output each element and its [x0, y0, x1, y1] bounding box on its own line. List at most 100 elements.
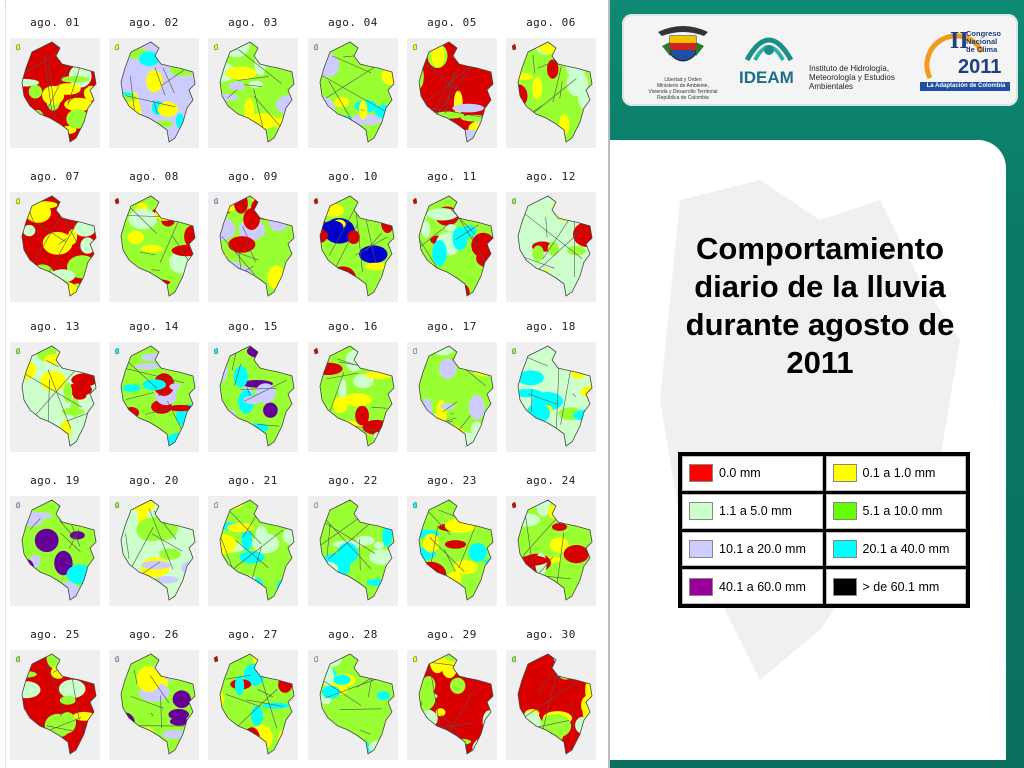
map-image	[109, 192, 199, 302]
colombia-map-icon	[213, 499, 295, 601]
colombia-map-icon	[511, 195, 593, 297]
coat-of-arms-icon	[658, 26, 708, 62]
colombia-map-icon	[213, 345, 295, 447]
colombia-map-icon	[114, 41, 196, 143]
colombia-map-icon	[313, 345, 395, 447]
map-image	[308, 192, 398, 302]
logo-strip: Libertad y Orden Ministerio de Ambiente,…	[622, 14, 1018, 106]
legend-item: 20.1 a 40.0 mm	[825, 531, 966, 567]
legend-swatch	[832, 539, 857, 558]
map-image	[407, 38, 497, 148]
congreso-text: Congreso Nacional de Clima	[966, 30, 1001, 54]
ideam-emblem-icon	[744, 37, 794, 62]
map-image	[308, 496, 398, 606]
colombia-map-icon	[213, 41, 295, 143]
map-date-label: ago. 04	[328, 16, 378, 29]
map-image	[10, 650, 100, 760]
congreso-roman: II	[950, 28, 969, 54]
map-date-label: ago. 24	[526, 474, 576, 487]
map-date-label: ago. 02	[129, 16, 179, 29]
legend-label: 0.0 mm	[719, 466, 761, 481]
divider	[5, 0, 7, 768]
legend-swatch	[832, 502, 857, 521]
map-image	[308, 38, 398, 148]
map-image	[10, 192, 100, 302]
legend-swatch	[689, 464, 713, 483]
content-card: Comportamiento diario de la lluvia duran…	[610, 140, 1006, 760]
map-image	[109, 342, 199, 452]
legend-swatch	[689, 502, 713, 521]
colombia-map-icon	[114, 653, 196, 755]
legend-swatch	[832, 464, 857, 483]
map-image	[308, 342, 398, 452]
colombia-map-icon	[313, 499, 395, 601]
map-date-label: ago. 20	[129, 474, 179, 487]
colombia-map-icon	[511, 41, 593, 143]
colombia-map-icon	[511, 499, 593, 601]
map-date-label: ago. 27	[228, 628, 278, 641]
map-date-label: ago. 25	[30, 628, 80, 641]
map-date-label: ago. 06	[526, 16, 576, 29]
map-date-label: ago. 30	[526, 628, 576, 641]
map-date-label: ago. 26	[129, 628, 179, 641]
map-date-label: ago. 21	[228, 474, 278, 487]
map-image	[407, 650, 497, 760]
congreso-line1: Congreso	[966, 29, 1002, 38]
colombia-map-icon	[15, 345, 97, 447]
map-date-label: ago. 14	[129, 320, 179, 333]
map-date-label: ago. 09	[228, 170, 278, 183]
right-panel: Libertad y Orden Ministerio de Ambiente,…	[610, 0, 1024, 768]
legend-swatch	[689, 577, 713, 596]
colombia-map-icon	[313, 653, 395, 755]
colombia-map-icon	[213, 195, 295, 297]
colombia-map-icon	[511, 345, 593, 447]
colombia-map-icon	[412, 499, 494, 601]
colombia-map-icon	[114, 345, 196, 447]
ministerio-caption: Libertad y Orden Ministerio de Ambiente,…	[648, 77, 718, 101]
colombia-map-icon	[313, 195, 395, 297]
legend-label: 5.1 a 10.0 mm	[862, 504, 943, 519]
map-image	[506, 192, 596, 302]
map-image	[506, 38, 596, 148]
map-image	[506, 342, 596, 452]
map-image	[308, 650, 398, 760]
colombia-map-icon	[15, 195, 97, 297]
colombia-map-icon	[412, 195, 494, 297]
map-image	[10, 38, 100, 148]
map-date-label: ago. 05	[427, 16, 477, 29]
colombia-map-icon	[313, 41, 395, 143]
map-image	[109, 38, 199, 148]
colombia-map-icon	[213, 653, 295, 755]
ideam-caption: Instituto de Hidrología, Meteorología y …	[809, 64, 895, 91]
legend-label: 40.1 a 60.0 mm	[719, 579, 806, 594]
map-date-label: ago. 08	[129, 170, 179, 183]
map-date-label: ago. 15	[228, 320, 278, 333]
map-date-label: ago. 10	[328, 170, 378, 183]
congreso-emblem-icon	[920, 33, 1010, 91]
map-image	[208, 650, 298, 760]
map-image	[109, 650, 199, 760]
legend-label: 1.1 a 5.0 mm	[719, 504, 792, 519]
congreso-line2: Nacional	[966, 37, 998, 46]
ministerio-logo: Libertad y Orden Ministerio de Ambiente,…	[648, 24, 718, 101]
colombia-map-icon	[412, 345, 494, 447]
congreso-logo: II Congreso Nacional de Clima 2011 La Ad…	[920, 24, 1012, 96]
ideam-logo: IDEAM Instituto de Hidrología, Meteorolo…	[737, 24, 912, 96]
colombia-map-icon	[412, 41, 494, 143]
legend-label: 20.1 a 40.0 mm	[862, 541, 950, 556]
colombia-map-icon	[114, 195, 196, 297]
colombia-map-icon	[114, 499, 196, 601]
map-image	[109, 496, 199, 606]
map-image	[208, 496, 298, 606]
map-image	[407, 342, 497, 452]
map-date-label: ago. 07	[30, 170, 80, 183]
map-date-label: ago. 12	[526, 170, 576, 183]
map-date-label: ago. 16	[328, 320, 378, 333]
legend-label: 10.1 a 20.0 mm	[719, 541, 806, 556]
map-date-label: ago. 23	[427, 474, 477, 487]
maps-panel: ago. 01 ago. 02 ago. 03 ago. 04 ago. 05 ago. …	[5, 0, 610, 768]
map-date-label: ago. 17	[427, 320, 477, 333]
map-date-label: ago. 22	[328, 474, 378, 487]
colombia-map-icon	[15, 41, 97, 143]
legend-item: 40.1 a 60.0 mm	[682, 569, 823, 604]
